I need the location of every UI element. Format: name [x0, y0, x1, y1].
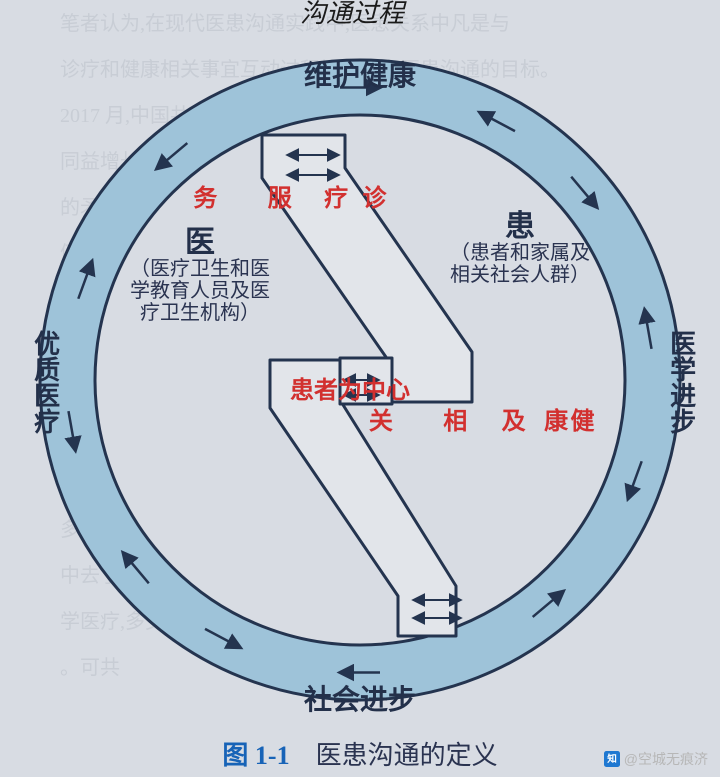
svg-text:知: 知 — [606, 753, 617, 765]
page-root: 笔者认为,在现代医患沟通实践中,医患关系中凡是与诊疗和健康相关事宜互动过程均应视… — [0, 0, 720, 777]
svg-text:沟通过程: 沟通过程 — [300, 0, 407, 28]
label-patient-title: 患 — [370, 210, 670, 243]
label-left-outer: 优质医疗 — [30, 330, 59, 434]
svg-text:笔者认为,在现代医患沟通实践中,医患关系中凡是与: 笔者认为,在现代医患沟通实践中,医患关系中凡是与 — [60, 12, 510, 35]
handwriting: 沟通过程 — [300, 0, 407, 28]
figure-number: 图 1-1 — [222, 741, 289, 770]
watermark: 知 @空城无痕济 — [604, 749, 708, 769]
label-vertical-upper: 诊疗服务 — [360, 185, 390, 215]
figure-caption-text: 医患沟通的定义 — [316, 741, 498, 770]
label-center-axis: 患者为中心 — [290, 370, 410, 405]
label-patient-sub: （患者和家属及 相关社会人群） — [370, 242, 670, 286]
label-bottom: 社会进步 — [210, 686, 510, 717]
label-doctor-sub: （医疗卫生和医 学教育人员及医 疗卫生机构） — [50, 258, 350, 324]
label-doctor-title: 医 — [50, 226, 350, 259]
zhihu-icon: 知 — [604, 751, 620, 767]
watermark-text: @空城无痕济 — [624, 749, 708, 769]
label-vertical-lower: 健康及相关 — [300, 408, 592, 432]
label-top: 维护健康 — [210, 62, 510, 93]
svg-text:。可共: 。可共 — [60, 656, 120, 679]
label-right-outer: 医学进步 — [666, 330, 695, 434]
